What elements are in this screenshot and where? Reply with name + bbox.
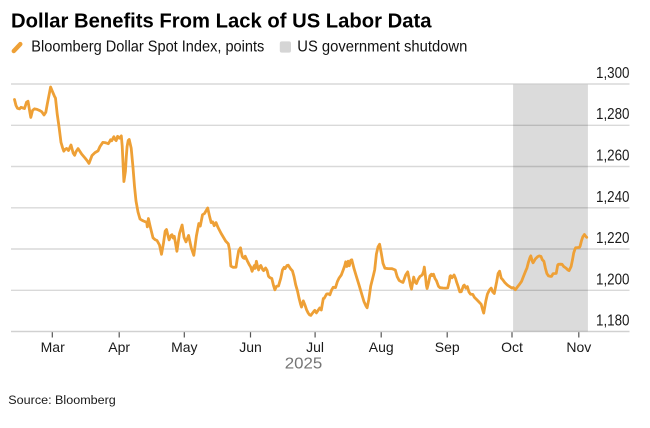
svg-text:May: May — [171, 339, 197, 355]
svg-text:Apr: Apr — [108, 339, 130, 355]
svg-text:1,240: 1,240 — [596, 189, 630, 206]
svg-text:1,200: 1,200 — [596, 271, 630, 288]
svg-text:Nov: Nov — [566, 339, 591, 355]
svg-text:Bloomberg Dollar Spot Index, p: Bloomberg Dollar Spot Index, points — [31, 39, 264, 56]
svg-text:Sep: Sep — [435, 339, 460, 355]
svg-text:1,300: 1,300 — [596, 65, 630, 82]
svg-text:2025: 2025 — [285, 356, 323, 373]
svg-text:1,280: 1,280 — [596, 106, 630, 123]
svg-text:US government shutdown: US government shutdown — [297, 39, 467, 56]
svg-text:Jul: Jul — [306, 339, 324, 355]
svg-text:Aug: Aug — [369, 339, 394, 355]
svg-text:Mar: Mar — [41, 339, 65, 355]
svg-text:Source: Bloomberg: Source: Bloomberg — [8, 393, 116, 407]
svg-text:1,220: 1,220 — [596, 230, 630, 247]
svg-text:1,180: 1,180 — [596, 313, 630, 330]
svg-text:1,260: 1,260 — [596, 148, 630, 165]
svg-text:Dollar Benefits From Lack of U: Dollar Benefits From Lack of US Labor Da… — [11, 10, 432, 33]
svg-text:Jun: Jun — [239, 339, 262, 355]
svg-text:Oct: Oct — [501, 339, 523, 355]
